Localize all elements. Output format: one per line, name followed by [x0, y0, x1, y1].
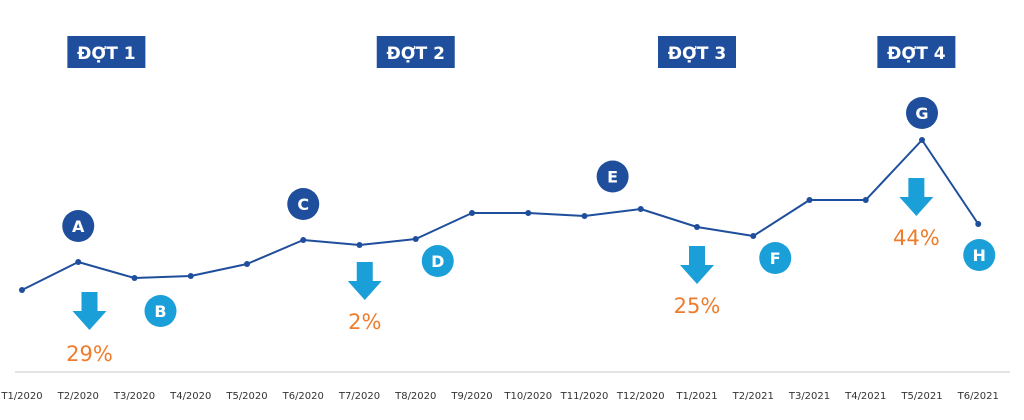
x-tick-label: T6/2021 — [957, 391, 999, 402]
event-marker-label-a: A — [72, 217, 85, 236]
event-marker-label-b: B — [154, 302, 166, 321]
drop-percent-label-3: 25% — [674, 294, 721, 318]
x-tick-label: T12/2020 — [616, 391, 665, 402]
drop-indicators: 29% 2% 25% 44% — [66, 178, 940, 366]
event-marker-label-d: D — [431, 252, 444, 271]
x-tick-label: T9/2020 — [450, 391, 492, 402]
event-marker-a — [62, 210, 95, 242]
event-marker-label-f: F — [770, 249, 781, 268]
x-tick-label: T11/2020 — [560, 391, 609, 402]
x-tick-label: T4/2021 — [844, 391, 886, 402]
data-point-1 — [19, 287, 25, 293]
data-point-4 — [187, 273, 194, 279]
x-tick-label: T2/2020 — [57, 391, 99, 402]
data-point-14 — [750, 233, 757, 239]
data-point-17 — [919, 137, 925, 143]
event-marker-h — [963, 239, 996, 271]
drop-percent-label-2: 2% — [348, 310, 381, 334]
data-point-6 — [300, 237, 307, 243]
x-tick-label: T6/2020 — [282, 391, 324, 402]
x-tick-label: T5/2021 — [900, 391, 942, 402]
x-tick-labels: T1/2020 T2/2020 T3/2020 T4/2020 T5/2020 T6/20… — [0, 391, 999, 402]
x-tick-label: T7/2020 — [338, 391, 380, 402]
data-points — [19, 137, 982, 293]
arrow-down-icon — [899, 178, 934, 216]
data-point-7 — [356, 242, 363, 248]
data-point-2 — [75, 259, 82, 265]
data-point-18 — [975, 221, 982, 227]
event-marker-b — [144, 295, 177, 327]
data-point-9 — [469, 210, 475, 216]
drop-percent-label-4: 44% — [893, 226, 940, 250]
phase-label-2: ĐỢT 2 — [387, 44, 445, 64]
data-point-15 — [806, 197, 813, 203]
event-marker-label-c: C — [297, 195, 309, 214]
x-tick-label: T5/2020 — [225, 391, 267, 402]
data-point-13 — [694, 224, 700, 230]
phase-label-4: ĐỢT 4 — [887, 44, 946, 64]
data-point-10 — [525, 210, 532, 216]
arrow-down-icon — [347, 262, 382, 300]
event-marker-label-e: E — [607, 168, 618, 187]
phase-labels: ĐỢT 1 ĐỢT 2 ĐỢT 3 ĐỢT 4 — [67, 36, 956, 68]
event-marker-f — [759, 242, 792, 274]
data-point-12 — [637, 206, 644, 212]
x-tick-label: T8/2020 — [394, 391, 436, 402]
arrow-down-icon — [72, 292, 107, 330]
event-marker-g — [906, 97, 938, 129]
arrow-down-icon — [680, 246, 714, 284]
x-tick-label: T10/2020 — [503, 391, 552, 402]
phase-label-box-1 — [67, 36, 146, 68]
x-tick-label: T4/2020 — [169, 391, 211, 402]
data-point-3 — [131, 275, 138, 281]
data-point-8 — [412, 236, 419, 242]
phase-label-box-4 — [877, 36, 956, 68]
event-marker-d — [421, 245, 454, 277]
phase-label-3: ĐỢT 3 — [668, 44, 726, 64]
event-marker-e — [596, 160, 629, 193]
phase-label-1: ĐỢT 1 — [77, 44, 135, 64]
phase-label-box-2 — [376, 36, 455, 68]
x-tick-label: T3/2021 — [788, 391, 830, 402]
x-tick-label: T1/2021 — [675, 391, 717, 402]
event-marker-label-h: H — [973, 246, 986, 265]
data-point-11 — [581, 213, 588, 219]
x-tick-label: T3/2020 — [113, 391, 155, 402]
event-marker-label-g: G — [915, 104, 928, 123]
phase-label-box-3 — [658, 36, 736, 68]
drop-percent-label-1: 29% — [66, 342, 113, 366]
data-point-5 — [244, 261, 250, 267]
x-tick-label: T2/2021 — [732, 391, 774, 402]
series-line — [21, 139, 980, 291]
x-tick-label: T1/2020 — [0, 391, 42, 402]
event-marker-c — [287, 188, 320, 220]
event-markers: A B C D E F G H — [62, 97, 996, 327]
data-point-16 — [862, 197, 869, 203]
